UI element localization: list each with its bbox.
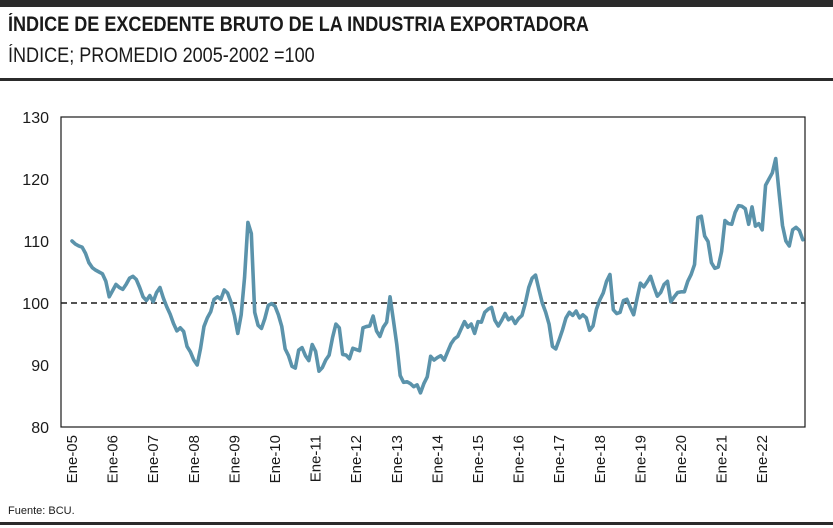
- top-rule: [0, 0, 833, 7]
- x-tick-label: Ene-09: [226, 435, 243, 483]
- source-note: Fuente: BCU.: [8, 505, 75, 517]
- x-tick-label: Ene-20: [673, 435, 690, 483]
- plot-frame: [60, 116, 806, 428]
- x-tick-label: Ene-08: [186, 435, 203, 483]
- x-tick-label: Ene-15: [470, 435, 487, 483]
- x-tick-label: Ene-22: [754, 435, 771, 483]
- x-tick-label: Ene-11: [308, 435, 325, 482]
- y-axis: 80 90 100 110 120 130: [22, 110, 49, 437]
- y-tick-label: 90: [31, 358, 49, 375]
- x-tick-label: Ene-10: [267, 435, 284, 483]
- series-line: [70, 156, 805, 395]
- x-tick-label: Ene-06: [105, 435, 122, 483]
- x-tick-label: Ene-16: [511, 435, 528, 483]
- x-tick-label: Ene-19: [632, 435, 649, 483]
- chart-subtitle: ÍNDICE; PROMEDIO 2005-2002 =100: [8, 44, 315, 67]
- x-tick-label: Ene-21: [714, 435, 731, 483]
- y-tick-label: 130: [22, 110, 49, 127]
- chart-title: ÍNDICE DE EXCEDENTE BRUTO DE LA INDUSTRI…: [8, 13, 589, 36]
- x-axis: Ene-05 Ene-06 Ene-07 Ene-08 Ene-09 Ene-10 Ene-…: [64, 435, 771, 483]
- bottom-rule: [0, 522, 833, 525]
- y-tick-label: 120: [22, 172, 49, 189]
- x-tick-label: Ene-13: [389, 435, 406, 483]
- x-tick-label: Ene-17: [551, 435, 568, 483]
- x-tick-label: Ene-07: [145, 435, 162, 483]
- x-tick-label: Ene-12: [348, 435, 365, 483]
- header-rule: [0, 78, 833, 81]
- y-tick-label: 100: [22, 296, 49, 313]
- y-tick-label: 80: [31, 420, 49, 437]
- x-tick-label: Ene-05: [64, 435, 81, 483]
- x-tick-label: Ene-14: [429, 435, 446, 483]
- x-tick-label: Ene-18: [592, 435, 609, 483]
- y-tick-label: 110: [23, 234, 49, 251]
